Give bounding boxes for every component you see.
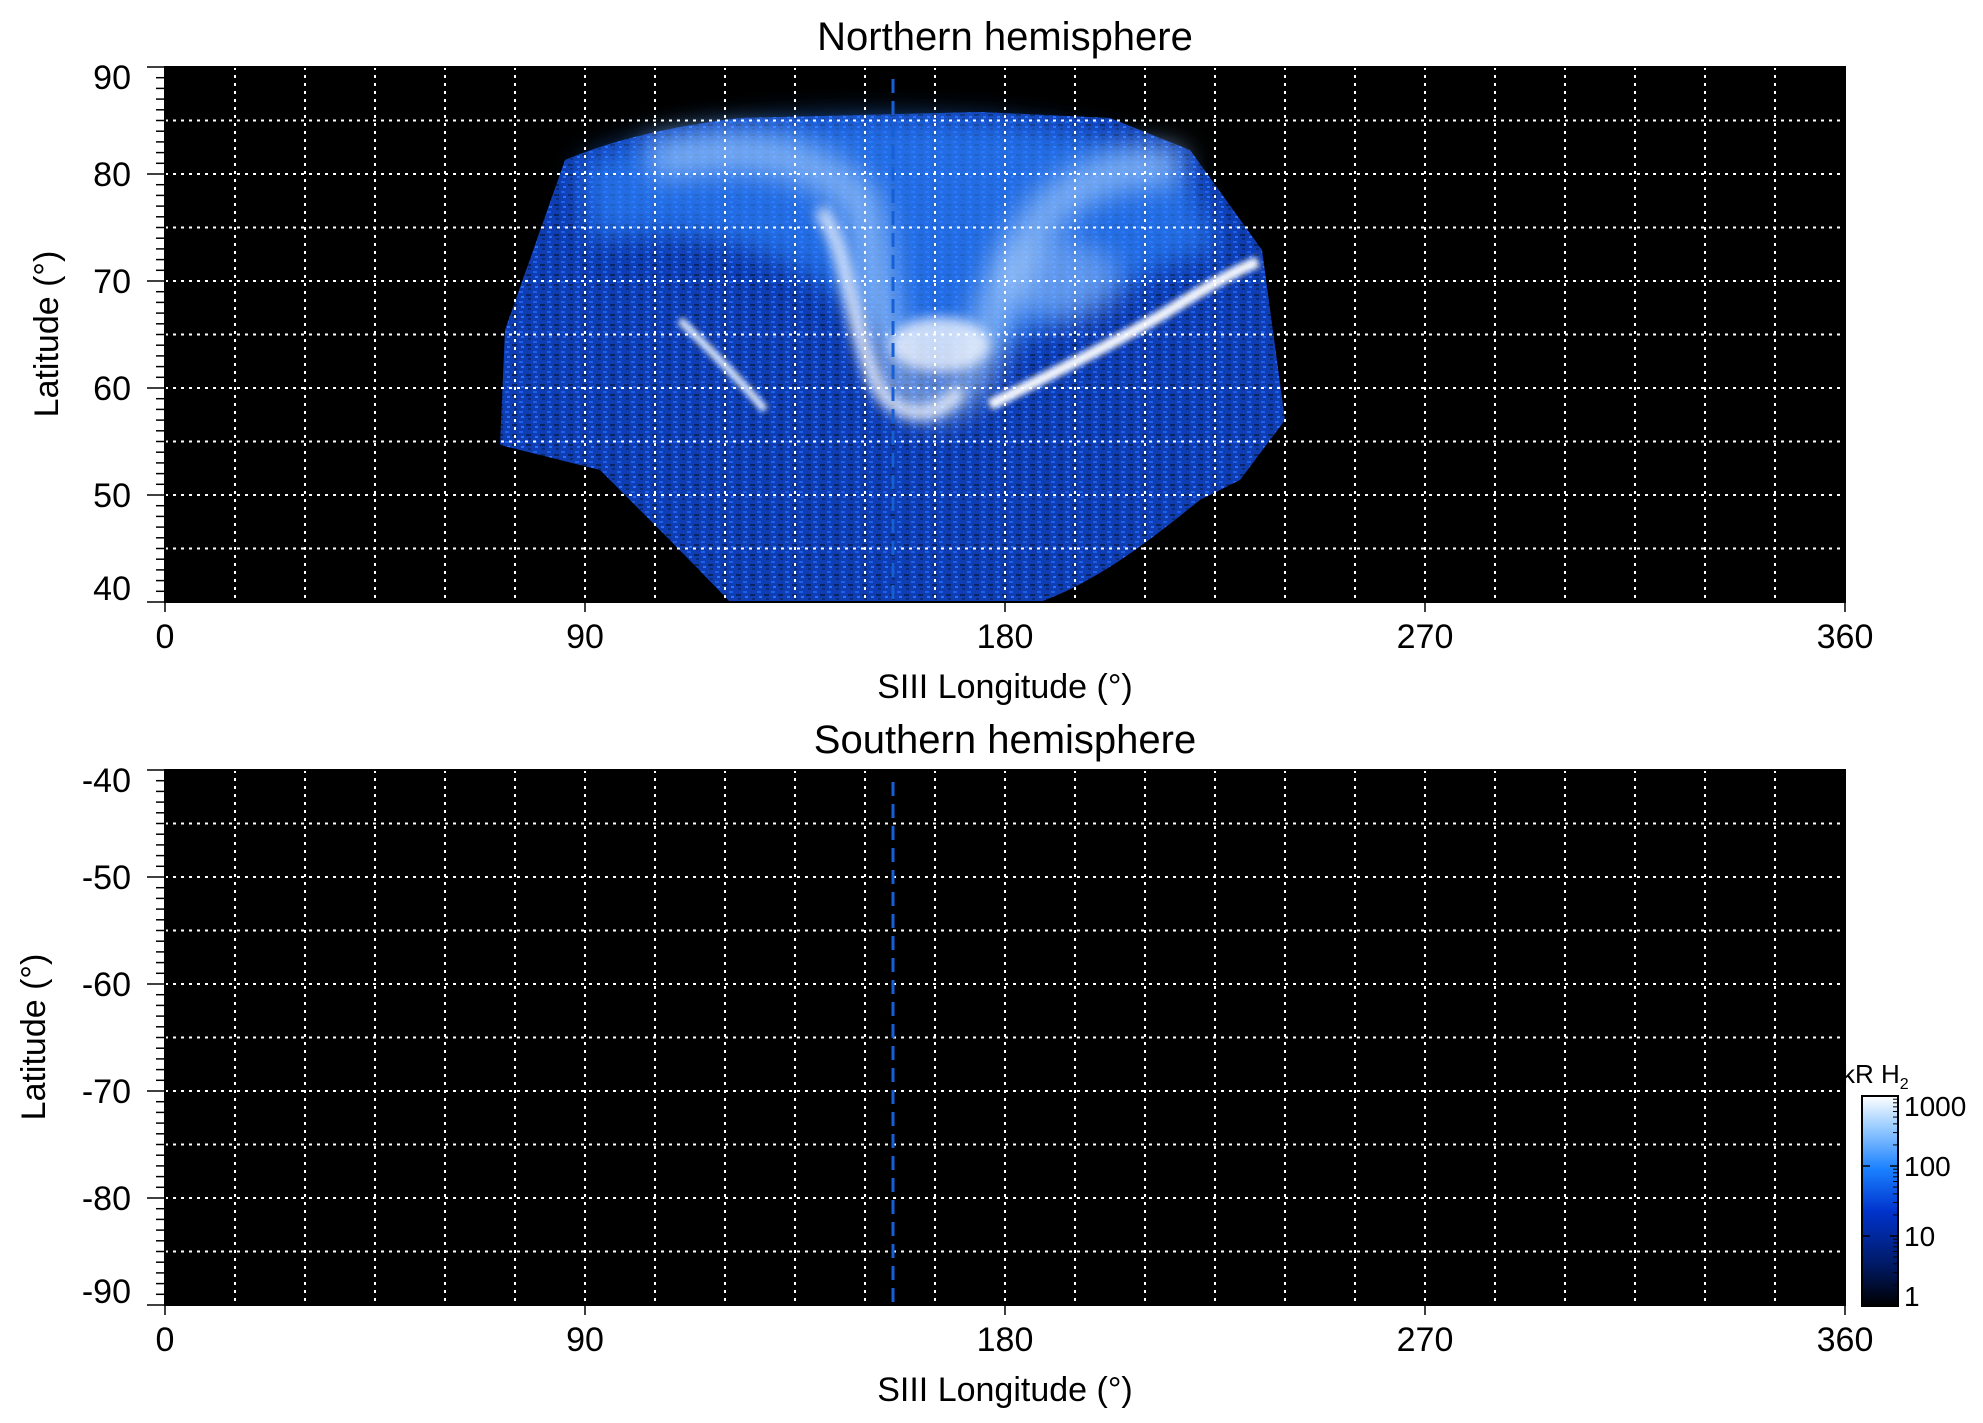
colorbar-ticks: 1000 100 10 1 (1862, 1091, 1966, 1312)
north-x-tick-label: 360 (1817, 618, 1874, 656)
south-x-tick-label: 90 (566, 1321, 604, 1359)
north-x-tick-label: 180 (977, 618, 1034, 656)
south-y-tick-label: -50 (82, 859, 131, 897)
north-y-tick-label: 50 (93, 477, 131, 515)
south-panel: Southern hemisphere 0 90 180 270 360 -40 -50 -6… (15, 718, 1873, 1409)
south-y-tick-label: -60 (82, 966, 131, 1004)
south-panel-title: Southern hemisphere (814, 718, 1196, 762)
south-x-tick-label: 360 (1817, 1321, 1874, 1359)
colorbar-tick-label: 100 (1904, 1151, 1951, 1182)
north-y-axis-label: Latitude (°) (28, 251, 66, 418)
south-y-tick-label: -80 (82, 1180, 131, 1218)
north-y-tick-label: 60 (93, 370, 131, 408)
south-y-tick-label: -90 (82, 1273, 131, 1311)
south-y-tick-label: -70 (82, 1073, 131, 1111)
north-y-tick-label: 40 (93, 570, 131, 608)
colorbar-label: kR H2 (1842, 1059, 1909, 1093)
north-x-tick-label: 270 (1397, 618, 1454, 656)
north-y-tick-label: 90 (93, 59, 131, 97)
south-y-tick-label: -40 (82, 762, 131, 800)
north-panel-title: Northern hemisphere (817, 15, 1193, 59)
colorbar: kR H2 1000 100 10 1 (1842, 1059, 1966, 1312)
north-x-tick-label: 90 (566, 618, 604, 656)
south-x-tick-label: 270 (1397, 1321, 1454, 1359)
north-y-tick-label: 80 (93, 156, 131, 194)
colorbar-tick-label: 1000 (1904, 1091, 1966, 1122)
north-x-axis-label: SIII Longitude (°) (877, 668, 1133, 706)
north-axes: 0 90 180 270 360 40 50 60 70 80 90 (93, 59, 1873, 656)
south-y-axis-label: Latitude (°) (15, 954, 53, 1121)
colorbar-tick-label: 1 (1904, 1281, 1920, 1312)
south-x-tick-label: 180 (977, 1321, 1034, 1359)
south-x-tick-label: 0 (156, 1321, 175, 1359)
south-grid (165, 770, 1845, 1305)
north-grid (165, 67, 1845, 602)
north-panel: Northern hemisphere 0 90 180 270 360 40 50 60 70… (28, 15, 1873, 706)
north-x-tick-label: 0 (156, 618, 175, 656)
south-axes: 0 90 180 270 360 -40 -50 -60 -70 -80 -90 (82, 762, 1874, 1359)
colorbar-tick-label: 10 (1904, 1221, 1935, 1252)
colorbar-gradient (1861, 1095, 1899, 1307)
south-x-axis-label: SIII Longitude (°) (877, 1371, 1133, 1409)
north-y-tick-label: 70 (93, 263, 131, 301)
